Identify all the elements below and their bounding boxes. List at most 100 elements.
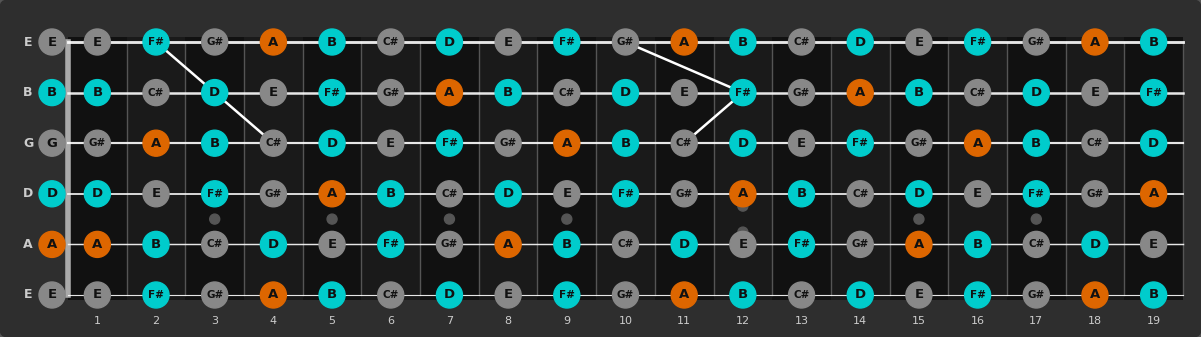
Circle shape: [847, 232, 873, 257]
Text: A: A: [679, 35, 689, 49]
Circle shape: [319, 29, 345, 55]
Text: D: D: [1030, 86, 1041, 99]
Text: B: B: [92, 86, 102, 99]
Circle shape: [730, 130, 755, 156]
Bar: [420, 37, 479, 300]
Circle shape: [38, 282, 65, 308]
Circle shape: [378, 29, 404, 55]
Text: B: B: [503, 86, 513, 99]
Text: G#: G#: [852, 239, 868, 249]
Bar: [1124, 37, 1183, 300]
Text: B: B: [47, 86, 58, 99]
Text: F#: F#: [617, 189, 633, 199]
Text: F#: F#: [148, 290, 165, 300]
Text: C#: C#: [969, 88, 986, 98]
Circle shape: [436, 29, 462, 55]
Circle shape: [554, 232, 580, 257]
Text: C#: C#: [148, 88, 165, 98]
Circle shape: [730, 282, 755, 308]
Circle shape: [671, 232, 698, 257]
Text: A: A: [23, 238, 32, 251]
Circle shape: [327, 214, 337, 224]
Text: D: D: [502, 187, 514, 200]
Circle shape: [554, 80, 580, 105]
Text: A: A: [268, 35, 279, 49]
Circle shape: [202, 130, 228, 156]
Circle shape: [143, 232, 169, 257]
Text: B: B: [1148, 35, 1159, 49]
Circle shape: [319, 130, 345, 156]
Circle shape: [1141, 29, 1166, 55]
Circle shape: [495, 29, 521, 55]
Circle shape: [671, 29, 698, 55]
Bar: [68, 37, 126, 300]
Text: E: E: [92, 288, 102, 302]
Circle shape: [789, 80, 814, 105]
Text: 19: 19: [1147, 316, 1160, 326]
Circle shape: [1082, 181, 1109, 207]
Text: G: G: [23, 137, 34, 150]
Text: E: E: [739, 238, 747, 251]
Circle shape: [1023, 80, 1050, 105]
Circle shape: [84, 130, 110, 156]
Text: E: E: [503, 35, 513, 49]
Text: 7: 7: [446, 316, 453, 326]
Bar: [890, 37, 949, 300]
Circle shape: [202, 232, 228, 257]
Circle shape: [964, 232, 991, 257]
Circle shape: [1141, 130, 1166, 156]
Bar: [831, 37, 890, 300]
Text: G#: G#: [382, 88, 400, 98]
Text: G#: G#: [1028, 290, 1045, 300]
Circle shape: [84, 181, 110, 207]
Text: C#: C#: [441, 189, 458, 199]
Text: B: B: [621, 137, 631, 150]
Text: B: B: [914, 86, 924, 99]
Circle shape: [261, 232, 286, 257]
Text: D: D: [737, 137, 748, 150]
Text: B: B: [1032, 137, 1041, 150]
Bar: [126, 37, 185, 300]
Circle shape: [730, 29, 755, 55]
Circle shape: [436, 282, 462, 308]
Bar: [185, 37, 244, 300]
Text: 1: 1: [94, 316, 101, 326]
Text: A: A: [327, 187, 337, 200]
Circle shape: [964, 181, 991, 207]
Circle shape: [914, 214, 924, 224]
Circle shape: [613, 80, 639, 105]
Text: G#: G#: [89, 138, 106, 148]
Circle shape: [671, 181, 698, 207]
Text: E: E: [24, 35, 32, 49]
Text: B: B: [386, 187, 396, 200]
Text: A: A: [1089, 35, 1100, 49]
Text: D: D: [913, 187, 925, 200]
Text: 16: 16: [970, 316, 985, 326]
Circle shape: [84, 282, 110, 308]
Circle shape: [319, 282, 345, 308]
Circle shape: [210, 214, 220, 224]
Circle shape: [730, 80, 755, 105]
Circle shape: [319, 181, 345, 207]
Circle shape: [1141, 282, 1166, 308]
Circle shape: [1032, 214, 1041, 224]
Text: E: E: [387, 137, 395, 150]
Circle shape: [38, 29, 65, 55]
Bar: [596, 37, 655, 300]
Circle shape: [554, 130, 580, 156]
Circle shape: [1082, 29, 1109, 55]
Circle shape: [84, 80, 110, 105]
Circle shape: [789, 181, 814, 207]
Text: D: D: [679, 238, 689, 251]
Text: G#: G#: [617, 37, 634, 47]
Circle shape: [906, 80, 932, 105]
Circle shape: [1082, 232, 1109, 257]
Text: F#: F#: [558, 37, 575, 47]
Circle shape: [847, 29, 873, 55]
Circle shape: [202, 80, 228, 105]
Circle shape: [964, 29, 991, 55]
Text: E: E: [328, 238, 336, 251]
Circle shape: [495, 232, 521, 257]
Circle shape: [613, 130, 639, 156]
Circle shape: [671, 80, 698, 105]
